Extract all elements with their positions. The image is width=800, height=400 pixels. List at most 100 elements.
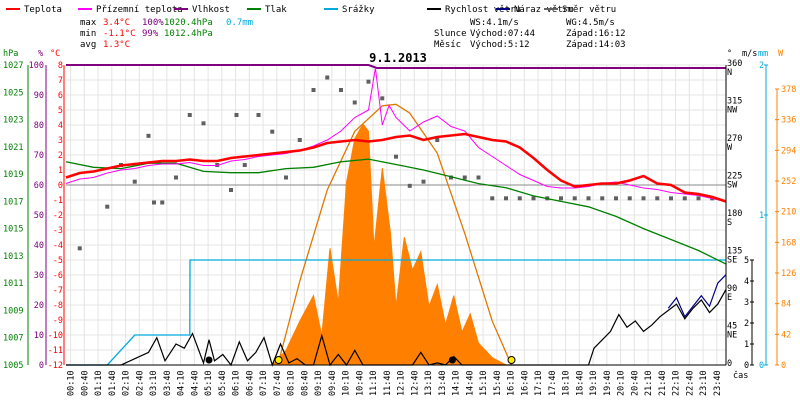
legend-label: Srážky bbox=[342, 5, 375, 15]
x-tick-label: 22:10 bbox=[672, 370, 682, 396]
info-sunrise: Východ:07:44 bbox=[470, 29, 535, 39]
wind-direction-point bbox=[352, 100, 357, 105]
temp-tick-label: -4 bbox=[53, 241, 63, 251]
direction-tick-label: 360 bbox=[727, 59, 742, 69]
hpa-tick-label: 1005 bbox=[3, 361, 23, 371]
temp-tick-label: -7 bbox=[53, 286, 63, 296]
hpa-tick-label: 1027 bbox=[3, 61, 23, 71]
ms-tick-label: 0 bbox=[744, 361, 749, 371]
legend-label: Vlhkost bbox=[192, 5, 230, 15]
stats-max-press: 1020.4hPa bbox=[164, 18, 213, 28]
wind-direction-point bbox=[311, 88, 316, 92]
wind-direction-point bbox=[132, 179, 137, 184]
x-tick-label: 22:40 bbox=[685, 370, 695, 396]
axes: 00:10 00:40 01:10 01:40 02:10 02:40 03:10 03:40… bbox=[3, 49, 796, 396]
direction-tick-label: 135 bbox=[727, 247, 742, 257]
info-moonset: Západ:14:03 bbox=[566, 40, 626, 50]
wind-direction-point bbox=[201, 121, 206, 126]
x-tick-label: 15:10 bbox=[479, 370, 489, 396]
w-tick-label: 84 bbox=[781, 300, 791, 310]
wind-direction-point bbox=[435, 138, 440, 142]
wind-direction-point bbox=[187, 113, 192, 117]
temp-tick-label: -6 bbox=[53, 271, 63, 281]
wind-direction-point bbox=[366, 79, 371, 84]
x-tick-label: 19:40 bbox=[603, 370, 613, 396]
wind-direction-point bbox=[394, 154, 398, 159]
wind-direction-point bbox=[297, 138, 302, 142]
hpa-tick-label: 1025 bbox=[3, 88, 23, 98]
x-tick-label: 01:10 bbox=[94, 370, 104, 396]
x-tick-label: 03:40 bbox=[163, 370, 173, 396]
w-tick-label: 336 bbox=[781, 116, 796, 126]
w-tick-label: 42 bbox=[781, 330, 791, 340]
legend-label: Náraz větru bbox=[514, 5, 574, 15]
direction-tick-label: 315 bbox=[727, 97, 742, 107]
temp-tick-label: 8 bbox=[58, 61, 63, 71]
wind-direction-point bbox=[242, 163, 247, 167]
wind-direction-point bbox=[572, 196, 577, 201]
w-tick-label: 0 bbox=[781, 361, 786, 371]
wind-direction-point bbox=[696, 196, 701, 201]
hpa-tick-label: 1009 bbox=[3, 306, 23, 316]
x-tick-label: 09:40 bbox=[328, 370, 338, 396]
x-tick-label: 04:40 bbox=[190, 370, 200, 396]
x-tick-label: 00:40 bbox=[80, 370, 90, 396]
humidity-tick-label: 20 bbox=[34, 301, 44, 311]
wind-direction-point bbox=[234, 113, 239, 117]
stats-max-rain: 0.7mm bbox=[226, 18, 253, 28]
w-tick-label: 252 bbox=[781, 177, 796, 187]
direction-tick-label: 90 bbox=[727, 284, 737, 294]
temp-tick-label: 7 bbox=[58, 76, 63, 86]
x-tick-label: 23:40 bbox=[713, 370, 723, 396]
pressure-line bbox=[65, 158, 727, 265]
x-tick-label: 04:10 bbox=[177, 370, 187, 396]
wind-direction-point bbox=[407, 183, 412, 188]
series-layer bbox=[65, 64, 727, 367]
ms-tick-label: 2 bbox=[744, 319, 749, 329]
x-tick-label: 10:10 bbox=[342, 370, 352, 396]
info-moon-label: Měsíc bbox=[434, 40, 461, 50]
mm-tick-label: 1 bbox=[759, 211, 764, 221]
temp-tick-label: 0 bbox=[58, 181, 63, 191]
wind-direction-point bbox=[105, 204, 110, 209]
x-tick-label: 06:10 bbox=[232, 370, 242, 396]
wind-direction-point bbox=[284, 175, 288, 180]
direction-name-label: S bbox=[727, 218, 732, 228]
temp-tick-label: 6 bbox=[58, 91, 63, 101]
stats-max-label: max bbox=[80, 18, 97, 28]
info-sun-label: Slunce bbox=[434, 29, 467, 39]
hpa-tick-label: 1007 bbox=[3, 334, 23, 344]
x-tick-label: 13:10 bbox=[424, 370, 434, 396]
wind-direction-point bbox=[462, 175, 467, 180]
stats-min-press: 1012.4hPa bbox=[164, 29, 213, 39]
hpa-tick-label: 1011 bbox=[3, 279, 23, 289]
stats-min-label: min bbox=[80, 29, 96, 39]
wind-gust-line bbox=[667, 274, 727, 318]
x-tick-label: 12:40 bbox=[410, 370, 420, 396]
legend-label: Teplota bbox=[24, 5, 62, 15]
x-tick-label: 14:40 bbox=[465, 370, 475, 396]
temp-tick-label: -10 bbox=[48, 331, 63, 341]
stats-avg-temp: 1.3°C bbox=[103, 40, 130, 50]
x-tick-label: 21:40 bbox=[658, 370, 668, 396]
wind-direction-point bbox=[504, 196, 508, 201]
pct-unit: % bbox=[38, 49, 43, 59]
wind-direction-point bbox=[614, 196, 618, 201]
ms-tick-label: 1 bbox=[744, 340, 749, 350]
wind-direction-point bbox=[682, 196, 687, 201]
x-tick-label: 20:10 bbox=[617, 370, 627, 396]
wind-direction-point bbox=[586, 196, 591, 201]
stats-min-temp: -1.1°C bbox=[103, 29, 136, 39]
hpa-tick-label: 1013 bbox=[3, 252, 23, 262]
info-ws: WS:4.1m/s bbox=[470, 18, 519, 28]
wind-direction-point bbox=[152, 200, 156, 205]
wind-direction-point bbox=[421, 179, 426, 184]
direction-name-label: SE bbox=[727, 256, 737, 266]
grid bbox=[66, 64, 726, 366]
moon-event-marker bbox=[205, 356, 213, 364]
wind-direction-point bbox=[531, 196, 536, 201]
wind-direction-point bbox=[380, 96, 385, 101]
w-tick-label: 378 bbox=[781, 85, 796, 95]
wind-direction-point bbox=[476, 175, 481, 180]
